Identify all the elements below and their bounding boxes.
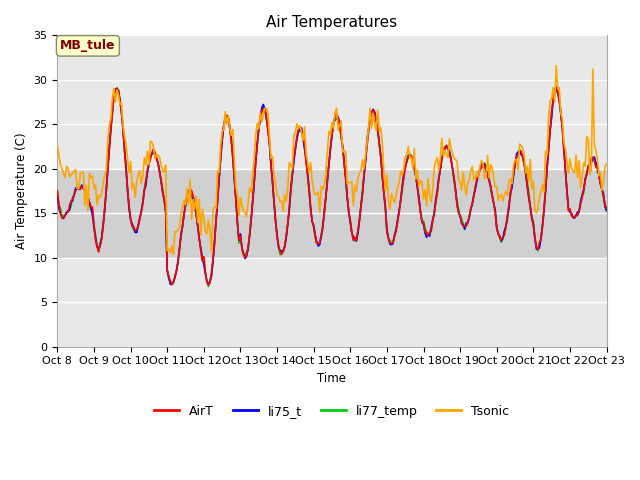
Legend: AirT, li75_t, li77_temp, Tsonic: AirT, li75_t, li77_temp, Tsonic	[149, 400, 515, 423]
Bar	[58, 169, 607, 258]
Y-axis label: Air Temperature (C): Air Temperature (C)	[15, 132, 28, 249]
Text: MB_tule: MB_tule	[60, 39, 116, 52]
Title: Air Temperatures: Air Temperatures	[266, 15, 397, 30]
X-axis label: Time: Time	[317, 372, 346, 385]
